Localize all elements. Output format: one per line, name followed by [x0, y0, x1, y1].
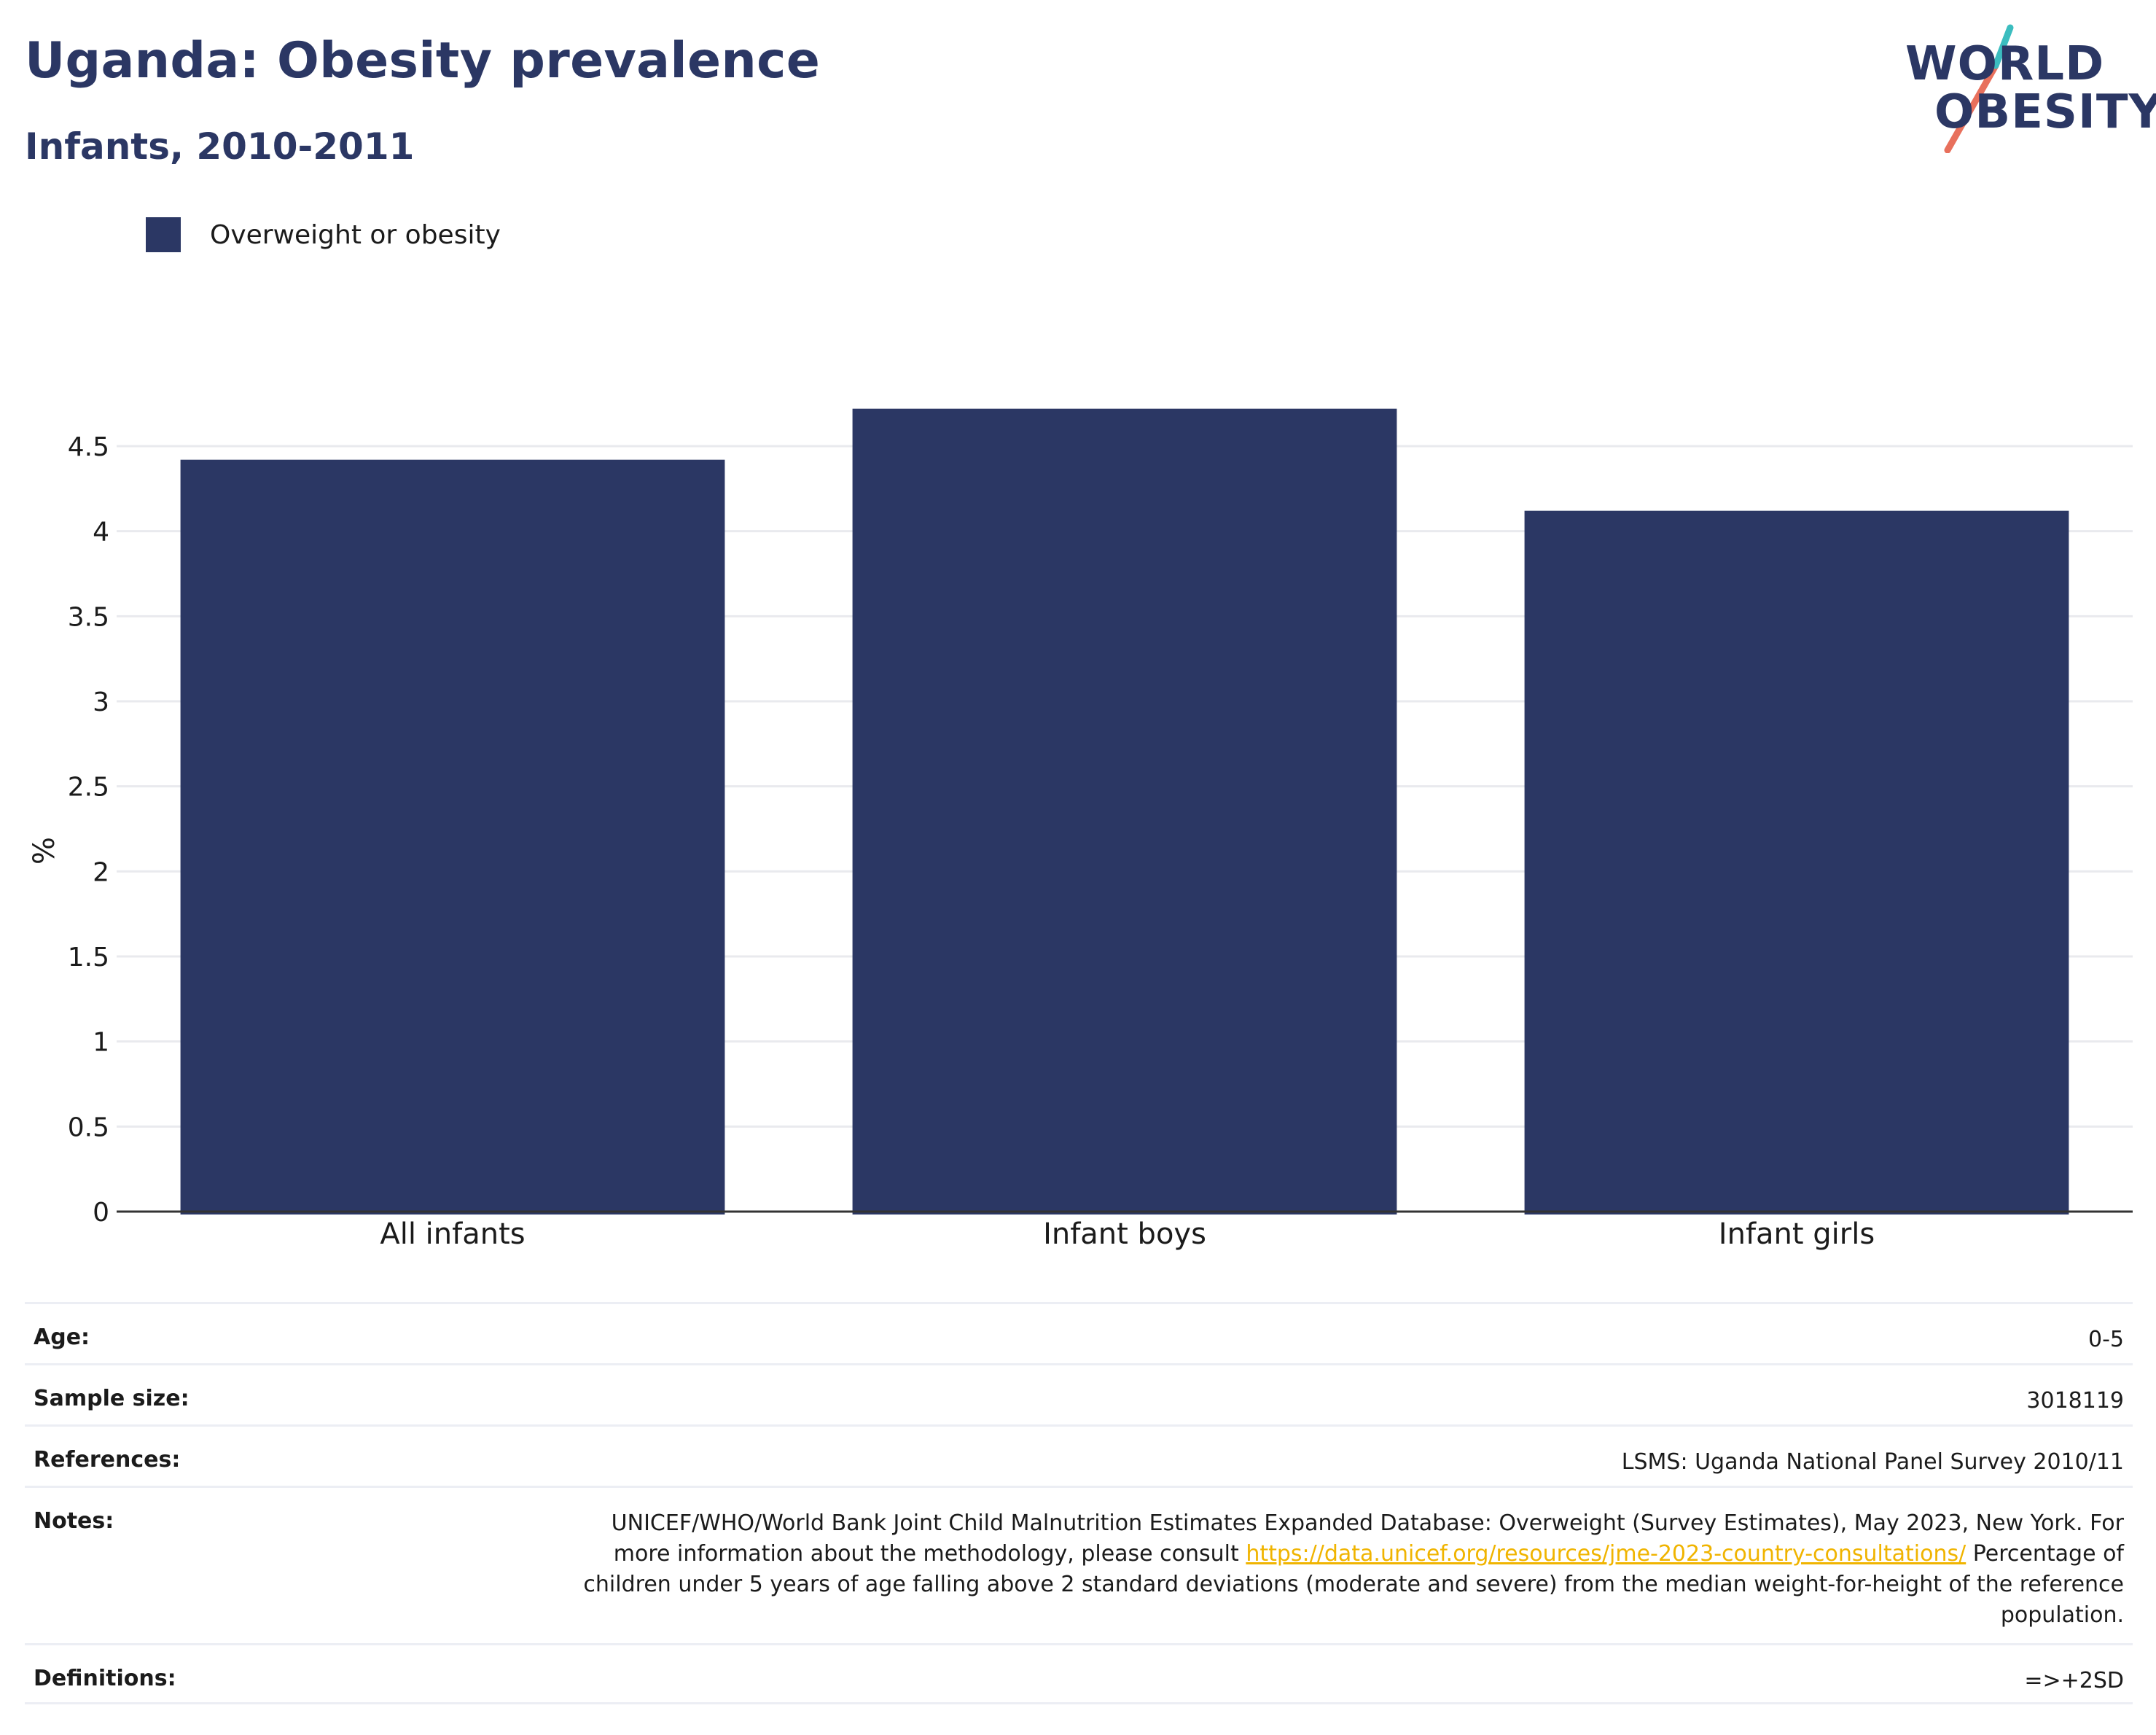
chart-subtitle: Infants, 2010-2011: [25, 125, 415, 168]
y-tick-label: 4: [93, 518, 109, 547]
legend-label: Overweight or obesity: [210, 219, 501, 250]
info-value-definitions: =>+2SD: [2024, 1668, 2124, 1693]
logo-slash-icon: [1944, 24, 2014, 153]
info-value-notes: UNICEF/WHO/World Bank Joint Child Malnut…: [550, 1508, 2124, 1631]
y-tick-label: 2: [93, 857, 109, 887]
info-label-definitions: Definitions:: [34, 1666, 176, 1691]
y-axis-title: %: [28, 837, 61, 865]
info-table: Age: 0-5 Sample size: 3018119 References…: [25, 1302, 2133, 1704]
bar-chart: 0 0.5 1 1.5 2 2.5 3 3.5 4 4.5 All infants Infant b…: [28, 408, 2133, 1251]
info-label-references: References:: [34, 1447, 181, 1473]
x-tick-label: All infants: [380, 1217, 525, 1251]
y-tick-label: 3: [93, 687, 109, 717]
info-value-age: 0-5: [2088, 1327, 2124, 1352]
y-tick-label: 0: [93, 1198, 109, 1228]
logo-word-obesity: OBESITY: [1934, 85, 2156, 139]
bar-all-infants: [180, 459, 725, 1214]
info-label-sample-size: Sample size:: [34, 1386, 190, 1411]
info-row-references: References: LSMS: Uganda National Panel …: [25, 1424, 2133, 1486]
notes-link[interactable]: https://data.unicef.org/resources/jme-20…: [1246, 1541, 1966, 1567]
info-value-sample-size: 3018119: [2026, 1388, 2124, 1414]
bar-infant-girls: [1524, 510, 2069, 1214]
bars: [180, 408, 2069, 1214]
y-tick-label: 2.5: [68, 773, 109, 803]
x-tick-label: Infant girls: [1719, 1217, 1875, 1251]
info-value-references: LSMS: Uganda National Panel Survey 2010/…: [1621, 1449, 2124, 1475]
legend-swatch: [146, 217, 181, 252]
y-tick-label: 0.5: [68, 1112, 109, 1142]
notes-text: UNICEF/WHO/World Bank Joint Child Malnut…: [611, 1510, 2124, 1567]
x-tick-label: Infant boys: [1043, 1217, 1206, 1251]
info-row-definitions: Definitions: =>+2SD: [25, 1643, 2133, 1704]
world-obesity-logo: WORLD OBESITY: [1902, 22, 2156, 153]
info-row-sample-size: Sample size: 3018119: [25, 1363, 2133, 1424]
x-tick-labels: All infants Infant boys Infant girls: [380, 1217, 1875, 1251]
notes-definition-text: Percentage of children under 5 years of …: [583, 1541, 2124, 1628]
info-label-age: Age:: [34, 1325, 90, 1350]
chart-title: Uganda: Obesity prevalence: [25, 32, 821, 90]
bar-infant-boys: [852, 408, 1397, 1214]
y-tick-labels: 0 0.5 1 1.5 2 2.5 3 3.5 4 4.5: [68, 432, 109, 1228]
info-row-age: Age: 0-5: [25, 1302, 2133, 1363]
y-tick-label: 1: [93, 1028, 109, 1058]
y-tick-label: 3.5: [68, 602, 109, 632]
legend: Overweight or obesity: [146, 217, 501, 252]
y-tick-label: 4.5: [68, 432, 109, 462]
y-tick-label: 1.5: [68, 943, 109, 972]
info-label-notes: Notes:: [34, 1508, 114, 1534]
logo-word-world: WORLD: [1905, 37, 2105, 91]
info-row-notes: Notes: UNICEF/WHO/World Bank Joint Child…: [25, 1486, 2133, 1643]
